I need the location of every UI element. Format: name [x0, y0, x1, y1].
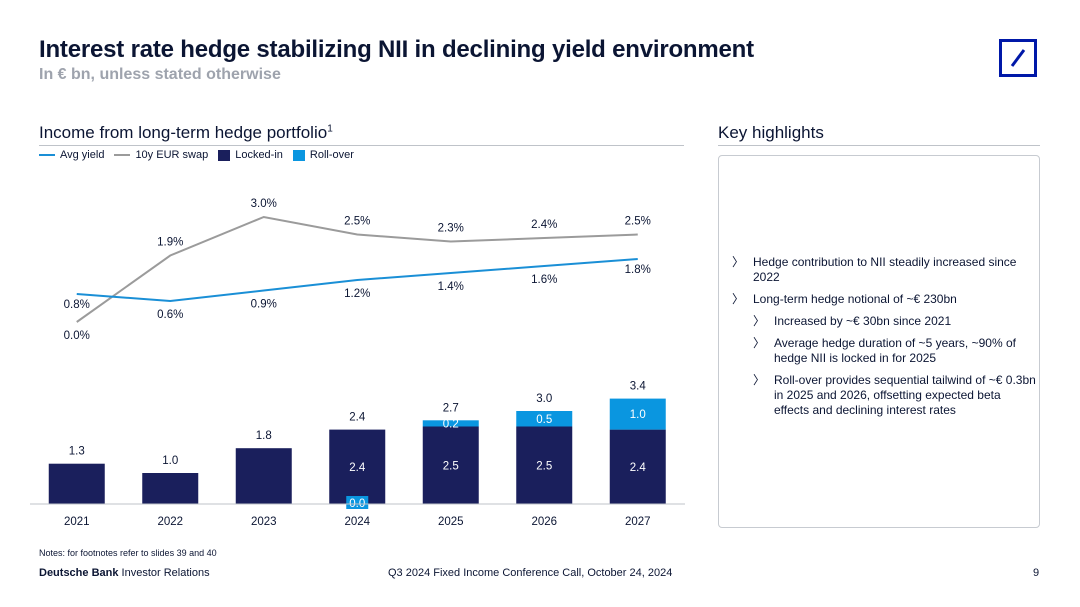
chart-section-footnote: 1: [327, 123, 333, 135]
bar-locked-in: [48, 463, 105, 504]
label-avg-yield: 0.6%: [157, 309, 183, 321]
bar-roll-over: [516, 411, 573, 427]
bar-total-label: 2.4: [349, 412, 366, 424]
highlight-item: 〉 Hedge contribution to NII steadily incr…: [730, 255, 1036, 285]
footer-event: Q3 2024 Fixed Income Conference Call, Oc…: [388, 567, 673, 579]
page-number: 9: [1033, 567, 1040, 579]
highlights-list: 〉 Hedge contribution to NII steadily incr…: [730, 255, 1036, 425]
bar-locked-in: [516, 426, 573, 504]
line-avg-yield: [76, 258, 638, 303]
footer-brand-rest: Investor Relations: [118, 567, 210, 579]
bar-locked-in: [142, 473, 199, 504]
label-eur-swap: 0.0%: [64, 330, 90, 342]
legend-swatch-roll-over: [292, 149, 305, 161]
label-avg-yield: 1.8%: [625, 264, 651, 276]
chart-section-title: Income from long-term hedge portfolio1: [39, 123, 333, 143]
label-avg-yield: 1.6%: [531, 274, 557, 286]
x-tick-label: 2023: [251, 516, 277, 528]
bar-locked-in-label: 2.5: [536, 460, 552, 472]
page-subtitle: In € bn, unless stated otherwise: [39, 66, 281, 83]
highlights-section-title: Key highlights: [718, 123, 824, 142]
bar-total-label: 1.8: [256, 430, 272, 442]
line-eur-swap: [76, 215, 638, 323]
x-tick-label: 2024: [344, 516, 370, 528]
page-title: Interest rate hedge stabilizing NII in d…: [39, 36, 754, 63]
label-avg-yield: 0.9%: [251, 299, 277, 311]
legend-swatch-locked-in: [218, 149, 231, 161]
label-eur-swap: 2.5%: [344, 216, 370, 228]
highlight-text: Hedge contribution to NII steadily incre…: [753, 255, 1017, 284]
bar-roll-over-zero-box: [346, 496, 369, 509]
x-tick-label: 2021: [64, 516, 90, 528]
highlights-box: [718, 155, 1040, 528]
footnote: Notes: for footnotes refer to slides 39 …: [39, 548, 217, 558]
legend-item-eur-swap: 10y EUR swap: [114, 149, 208, 161]
x-tick-label: 2025: [438, 516, 464, 528]
footer-brand-bold: Deutsche Bank: [39, 567, 119, 579]
legend-label-locked-in: Locked-in: [235, 149, 283, 161]
bullet-chevron-icon: 〉: [732, 292, 745, 306]
bar-total-label: 3.0: [536, 393, 552, 405]
bar-locked-in: [609, 429, 666, 504]
bar-locked-in: [329, 429, 386, 504]
highlight-text: Average hedge duration of ~5 years, ~90%…: [774, 336, 1016, 365]
x-tick-label: 2027: [625, 516, 651, 528]
legend-swatch-eur-swap: [114, 154, 131, 156]
label-eur-swap: 2.3%: [438, 223, 464, 235]
bar-locked-in: [422, 426, 479, 504]
label-eur-swap: 1.9%: [157, 237, 183, 249]
legend-item-roll-over: Roll-over: [292, 149, 354, 161]
bullet-chevron-icon: 〉: [732, 255, 745, 269]
label-avg-yield: 1.2%: [344, 288, 370, 300]
legend-swatch-avg-yield: [39, 154, 55, 156]
chart-section-title-text: Income from long-term hedge portfolio: [39, 123, 328, 142]
label-eur-swap: 2.4%: [531, 219, 557, 231]
legend-label-eur-swap: 10y EUR swap: [135, 149, 209, 161]
bar-locked-in: [235, 448, 292, 504]
x-tick-label: 2026: [531, 516, 557, 528]
label-eur-swap: 2.5%: [625, 216, 651, 228]
highlight-item: 〉 Roll-over provides sequential tailwind …: [751, 373, 1036, 418]
footer-brand: Deutsche Bank Investor Relations: [39, 567, 210, 579]
bar-roll-over-label: 0.5: [536, 414, 552, 426]
chart-section-rule: [39, 145, 684, 146]
bullet-chevron-icon: 〉: [753, 373, 766, 387]
bar-locked-in-label: 2.4: [349, 462, 366, 474]
bar-locked-in-label: 2.4: [630, 462, 647, 474]
bar-total-label: 2.7: [443, 402, 459, 414]
legend-label-roll-over: Roll-over: [309, 149, 354, 161]
bullet-chevron-icon: 〉: [753, 336, 766, 350]
highlight-item: 〉 Long-term hedge notional of ~€ 230bn: [730, 292, 1036, 307]
bar-roll-over: [609, 398, 666, 430]
bar-total-label: 1.0: [162, 455, 178, 467]
chart-legend: Avg yield 10y EUR swap Locked-in Roll-ov…: [39, 149, 364, 161]
highlight-text: Roll-over provides sequential tailwind o…: [774, 373, 1036, 417]
bar-total-label: 3.4: [630, 381, 647, 393]
x-tick-label: 2022: [157, 516, 183, 528]
label-eur-swap: 3.0%: [251, 198, 277, 210]
bar-roll-over-label: 1.0: [630, 409, 646, 421]
highlight-text: Long-term hedge notional of ~€ 230bn: [753, 292, 957, 306]
hedge-income-chart: 1.320211.020221.820232.42.40.020242.72.5…: [30, 198, 685, 528]
highlight-item: 〉 Increased by ~€ 30bn since 2021: [751, 314, 1036, 329]
highlight-item: 〉 Average hedge duration of ~5 years, ~90…: [751, 336, 1036, 366]
legend-item-locked-in: Locked-in: [218, 149, 283, 161]
bullet-chevron-icon: 〉: [753, 314, 766, 328]
highlight-text: Increased by ~€ 30bn since 2021: [774, 314, 952, 328]
highlights-section-rule: [718, 145, 1040, 146]
legend-label-avg-yield: Avg yield: [60, 149, 105, 161]
label-avg-yield: 0.8%: [64, 299, 90, 311]
bar-roll-over-label: 0.2: [443, 418, 459, 430]
bar-roll-over: [422, 420, 479, 427]
bar-total-label: 1.3: [69, 446, 85, 458]
bar-locked-in-label: 2.5: [443, 460, 459, 472]
label-avg-yield: 1.4%: [438, 281, 464, 293]
legend-item-avg-yield: Avg yield: [39, 149, 104, 161]
deutsche-bank-logo: [999, 39, 1037, 77]
